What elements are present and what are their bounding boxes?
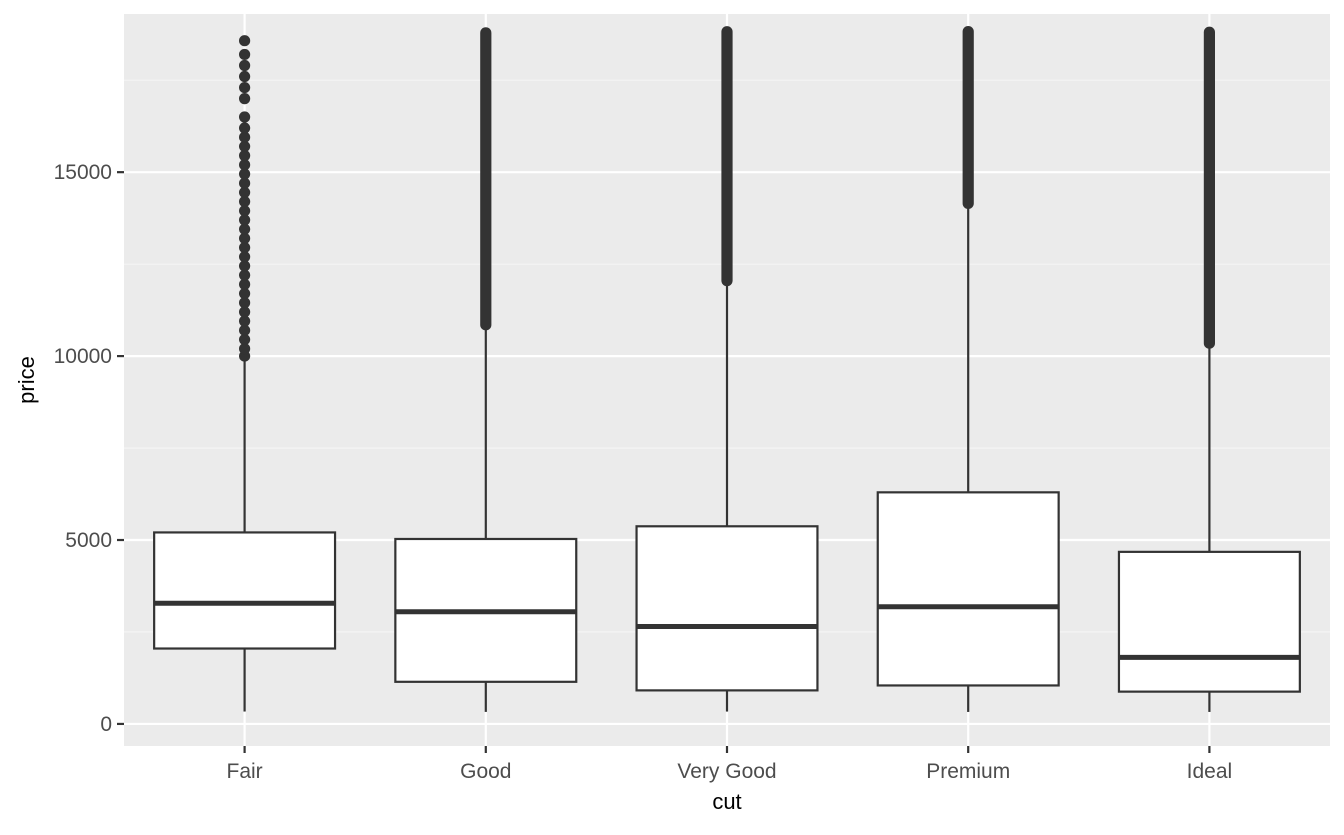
outlier-cluster — [721, 26, 733, 287]
outlier-point — [239, 122, 251, 134]
outlier-cluster — [1203, 26, 1215, 349]
box-plots — [153, 25, 1301, 712]
box-group-ideal — [1117, 26, 1301, 712]
x-tick-label: Good — [460, 760, 511, 783]
outlier-point — [239, 297, 251, 309]
outlier-point — [239, 48, 251, 61]
axes: 0 5000 10000 15000 Fair Good Very Good Premium I… — [54, 161, 1233, 783]
box-group-very-good — [635, 26, 819, 712]
outlier-point — [239, 269, 251, 281]
outlier-point — [239, 324, 251, 336]
y-axis-title: price — [14, 356, 39, 404]
box-group-fair — [153, 35, 337, 712]
outlier-point — [239, 195, 251, 208]
outlier-point — [239, 343, 251, 355]
outlier-point — [239, 35, 251, 47]
outlier-cluster — [480, 27, 492, 331]
outlier-point — [239, 223, 251, 235]
outlier-point — [239, 260, 251, 272]
x-tick-label: Premium — [926, 760, 1010, 783]
box — [635, 525, 819, 692]
box-group-premium — [876, 25, 1060, 712]
outlier-point — [239, 214, 251, 226]
outlier-point — [239, 306, 251, 318]
y-tick-label: 5000 — [65, 529, 112, 552]
outlier-point — [239, 205, 251, 217]
outlier-point — [239, 168, 251, 180]
y-tick-label: 10000 — [54, 345, 112, 368]
box — [1117, 550, 1301, 693]
outlier-point — [239, 315, 251, 327]
y-tick-label: 15000 — [54, 161, 112, 184]
x-tick-label: Fair — [227, 760, 263, 783]
x-tick-label: Very Good — [677, 760, 776, 783]
x-tick-label: Ideal — [1187, 760, 1233, 783]
outlier-point — [239, 93, 251, 105]
outlier-point — [239, 287, 251, 300]
outlier-cluster — [962, 25, 974, 210]
outlier-point — [239, 159, 251, 171]
box — [153, 531, 337, 650]
outlier-point — [239, 232, 251, 244]
box-group-good — [394, 27, 578, 712]
outlier-point — [239, 186, 251, 199]
outlier-point — [239, 150, 251, 162]
outlier-point — [239, 140, 251, 153]
outlier-point — [239, 241, 251, 254]
outlier-point — [239, 70, 251, 83]
outlier-point — [239, 111, 251, 123]
outlier-point — [239, 131, 251, 143]
outlier-point — [239, 81, 251, 94]
x-axis-title: cut — [712, 789, 741, 814]
y-tick-label: 0 — [100, 713, 112, 736]
outlier-point — [239, 59, 251, 72]
outlier-point — [239, 177, 251, 189]
box — [876, 491, 1060, 687]
outlier-point — [239, 251, 251, 263]
outlier-point — [239, 278, 251, 290]
outlier-point — [239, 333, 251, 346]
